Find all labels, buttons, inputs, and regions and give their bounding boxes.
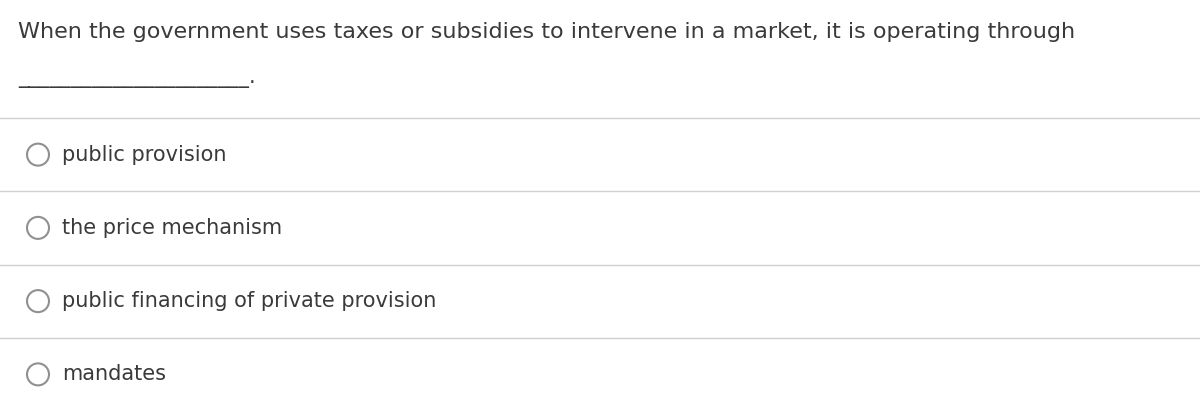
Text: When the government uses taxes or subsidies to intervene in a market, it is oper: When the government uses taxes or subsid… bbox=[18, 22, 1075, 42]
Text: mandates: mandates bbox=[62, 365, 166, 384]
Text: public provision: public provision bbox=[62, 145, 227, 165]
Text: public financing of private provision: public financing of private provision bbox=[62, 291, 437, 311]
Text: ______________________.: ______________________. bbox=[18, 68, 256, 88]
Text: the price mechanism: the price mechanism bbox=[62, 218, 282, 238]
